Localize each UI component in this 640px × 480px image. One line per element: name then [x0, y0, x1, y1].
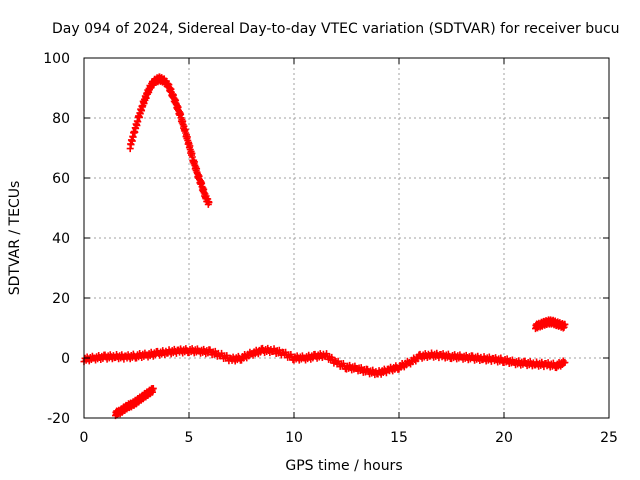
x-tick-label: 15: [390, 430, 408, 446]
chart-title: Day 094 of 2024, Sidereal Day-to-day VTE…: [52, 21, 620, 37]
data-point: [205, 198, 213, 206]
data-point: [561, 359, 569, 366]
data-point: [561, 320, 569, 328]
y-tick-label: 0: [61, 351, 70, 367]
y-tick-label: -20: [47, 411, 70, 427]
y-tick-label: 60: [52, 171, 70, 187]
series-main: [80, 344, 569, 379]
x-tick-label: 25: [600, 430, 618, 446]
data-points: [80, 73, 569, 420]
axis-ticks: 0 5 10 15 20 25 -20 0 20 40 60 80 100: [43, 51, 618, 446]
y-tick-label: 80: [52, 111, 70, 127]
y-axis-label: SDTVAR / TECUs: [7, 181, 23, 296]
x-tick-label: 10: [285, 430, 303, 446]
x-tick-label: 0: [80, 430, 89, 446]
y-tick-label: 40: [52, 231, 70, 247]
x-tick-label: 20: [495, 430, 513, 446]
data-point: [149, 384, 157, 392]
series-late: [532, 316, 569, 333]
y-tick-label: 100: [43, 51, 70, 67]
x-tick-label: 5: [185, 430, 194, 446]
series-arc: [126, 73, 213, 208]
series-lower: [112, 384, 157, 420]
x-axis-label: GPS time / hours: [285, 458, 402, 474]
y-tick-label: 20: [52, 291, 70, 307]
